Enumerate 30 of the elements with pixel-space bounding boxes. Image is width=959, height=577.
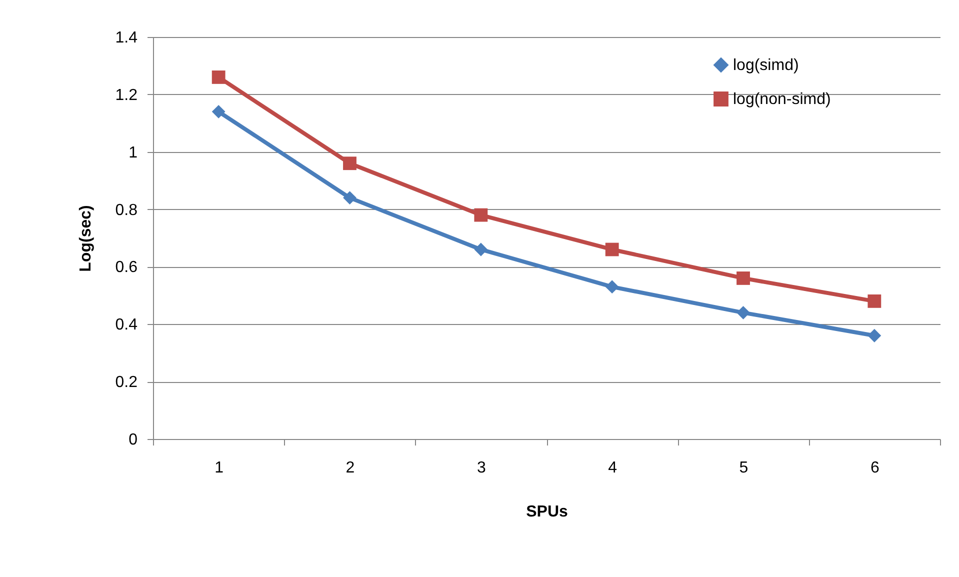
- y-tick-label: 0: [128, 432, 138, 448]
- x-axis-title: SPUs: [526, 504, 568, 520]
- x-tick-label: 6: [870, 460, 880, 476]
- y-tick-label: 1.2: [115, 86, 138, 104]
- x-tick-label: 2: [346, 460, 355, 476]
- point: [212, 70, 226, 84]
- y-tick-label: 0.6: [115, 259, 138, 276]
- point: [736, 306, 750, 320]
- y-tick-label: 1.4: [115, 30, 138, 46]
- point: [212, 104, 226, 118]
- y-tick-label: 0.4: [115, 316, 138, 334]
- point: [868, 294, 882, 308]
- y-tick-label: 0.8: [115, 202, 138, 219]
- point: [343, 156, 356, 170]
- legend-label: log(simd): [733, 57, 799, 74]
- y-tick-label: 0.2: [115, 374, 138, 392]
- y-tick-label: 1: [128, 144, 138, 162]
- y-axis-title: Log(sec): [77, 205, 94, 272]
- x-tick-label: 1: [214, 460, 224, 476]
- x-tick-label: 3: [476, 460, 486, 476]
- point: [605, 242, 619, 256]
- point: [343, 191, 356, 205]
- point: [474, 208, 488, 222]
- legend-label: log(non-simd): [733, 91, 831, 108]
- point: [736, 271, 750, 285]
- x-tick-label: 4: [608, 460, 618, 476]
- point: [868, 328, 882, 342]
- x-tick-label: 5: [739, 460, 748, 476]
- point: [605, 280, 619, 294]
- point: [474, 242, 488, 256]
